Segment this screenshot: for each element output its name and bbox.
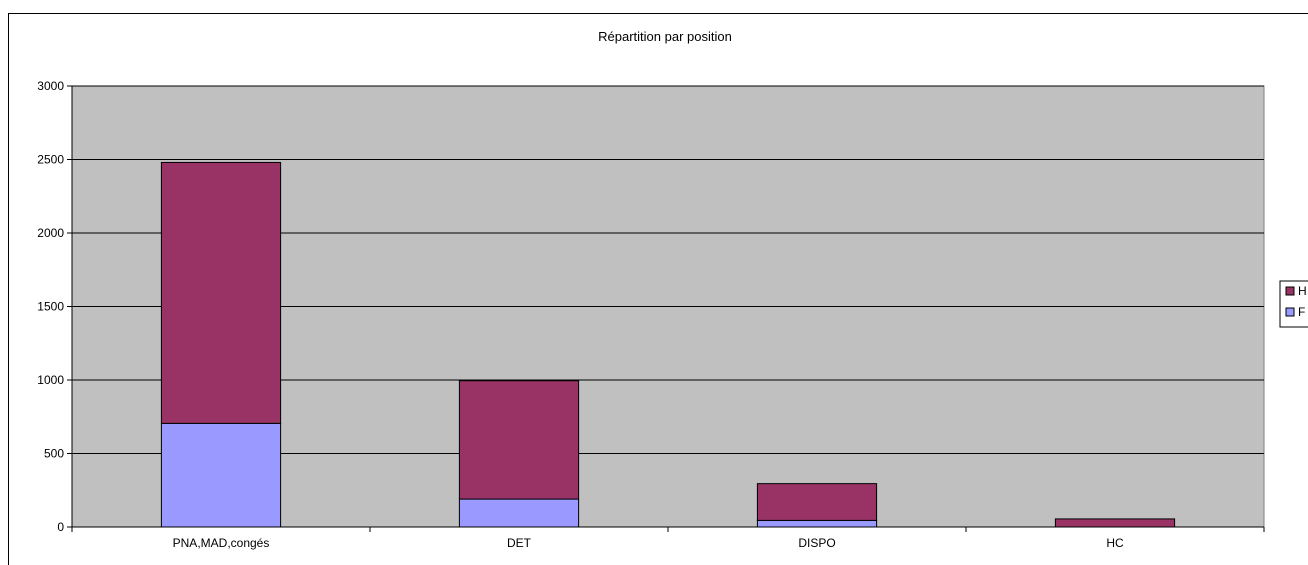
y-tick-label: 2000	[37, 226, 64, 240]
x-tick-label: PNA,MAD,congés	[173, 536, 270, 550]
legend-swatch-f	[1285, 307, 1295, 317]
y-tick-label: 2500	[37, 153, 64, 167]
y-tick-label: 1500	[37, 300, 64, 314]
bar-f-2	[756, 519, 878, 528]
legend-label-f: F	[1298, 305, 1305, 319]
bar-h-1	[458, 380, 580, 500]
legend-label-h: H	[1298, 284, 1307, 298]
bar-h-3	[1054, 518, 1176, 528]
legend-swatch-h	[1285, 286, 1295, 296]
legend: HF	[1279, 280, 1308, 328]
bar-h-0	[160, 161, 282, 424]
y-tick-label: 0	[57, 520, 64, 534]
y-tick-label: 500	[44, 447, 64, 461]
y-tick-label: 3000	[37, 79, 64, 93]
bar-f-1	[458, 498, 580, 528]
plot-area: 0 500 1000 1500 2000 2500 3000 PNA,MAD,congés DE…	[37, 79, 1265, 550]
bar-f-0	[160, 422, 282, 528]
x-tick-label: DISPO	[798, 536, 835, 550]
y-tick-label: 1000	[37, 373, 64, 387]
chart-frame	[8, 13, 1308, 565]
bar-h-2	[756, 483, 878, 521]
x-tick-label: HC	[1106, 536, 1124, 550]
x-tick-label: DET	[507, 536, 532, 550]
chart-title: Répartition par position	[598, 29, 732, 44]
